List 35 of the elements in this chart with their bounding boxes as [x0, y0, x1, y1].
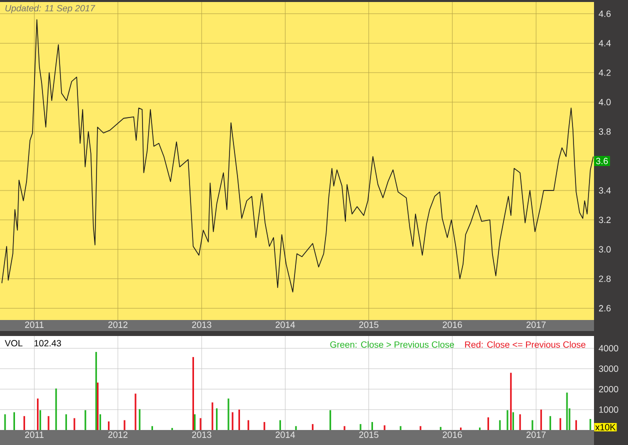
- x-tick-label: 2016: [442, 322, 462, 328]
- annotation: Updated: 11 Sep 2017: [5, 4, 96, 14]
- x-tick-label: 2017: [526, 432, 546, 438]
- annotation: 3.6: [596, 158, 608, 164]
- y-tick-label: 3000: [598, 366, 618, 372]
- chart-title: VOL: [4, 340, 22, 346]
- x-tick-label: 2014: [276, 322, 295, 328]
- x-tick-label: 2015: [359, 432, 378, 438]
- x-tick-label: 2015: [359, 322, 378, 328]
- text: Red: Close <= Previous Close: [465, 341, 586, 348]
- y-tick-label: 4.4: [598, 40, 611, 46]
- y-tick-label: 4000: [598, 345, 618, 352]
- text: Green: Close > Previous Close: [330, 341, 454, 348]
- x-tick-label: 2013: [192, 432, 212, 438]
- y-tick-label: 3.4: [598, 187, 611, 194]
- y-axis-title: x10K: [595, 424, 616, 430]
- x-tick-label: 2016: [442, 432, 462, 438]
- y-tick-label: 3.8: [598, 128, 611, 135]
- y-tick-label: 4.2: [598, 70, 611, 76]
- y-tick-label: 2000: [598, 386, 618, 392]
- y-tick-label: 2.8: [598, 276, 611, 282]
- x-tick-label: 2011: [25, 432, 44, 438]
- y-tick-label: 4.0: [598, 98, 611, 106]
- y-tick-label: 3.2: [598, 216, 611, 224]
- annotation: 102.43: [34, 340, 61, 346]
- x-tick-label: 2012: [108, 432, 128, 438]
- x-tick-label: 2014: [276, 432, 295, 438]
- y-tick-label: 1000: [599, 406, 618, 413]
- x-tick-label: 2013: [192, 322, 212, 328]
- y-tick-label: 3.0: [598, 246, 611, 253]
- x-tick-label: 2012: [108, 322, 128, 328]
- x-tick-label: 2017: [526, 322, 546, 328]
- x-tick-label: 2011: [25, 322, 44, 328]
- y-tick-label: 2.6: [598, 305, 611, 312]
- y-tick-label: 4.6: [598, 10, 611, 17]
